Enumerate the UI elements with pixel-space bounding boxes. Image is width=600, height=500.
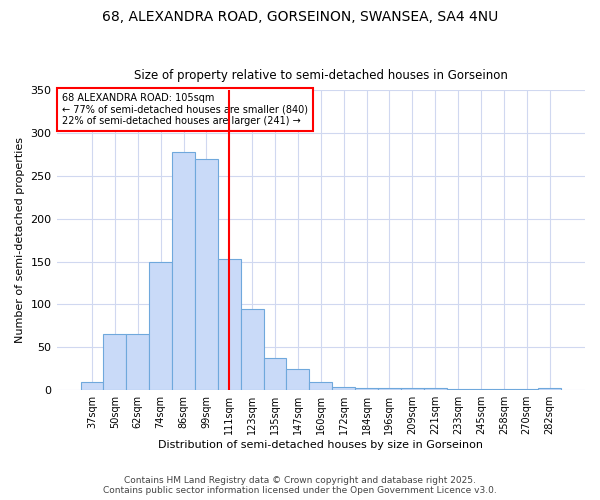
- Bar: [103, 334, 127, 390]
- Bar: [378, 388, 401, 390]
- Bar: [80, 382, 103, 390]
- Bar: [286, 369, 310, 390]
- Y-axis label: Number of semi-detached properties: Number of semi-detached properties: [15, 137, 25, 343]
- Text: Contains HM Land Registry data © Crown copyright and database right 2025.
Contai: Contains HM Land Registry data © Crown c…: [103, 476, 497, 495]
- Text: 68, ALEXANDRA ROAD, GORSEINON, SWANSEA, SA4 4NU: 68, ALEXANDRA ROAD, GORSEINON, SWANSEA, …: [102, 10, 498, 24]
- Bar: [310, 382, 332, 390]
- Bar: [263, 358, 286, 390]
- Bar: [127, 334, 149, 390]
- Bar: [538, 388, 561, 390]
- Bar: [355, 388, 378, 390]
- Bar: [195, 158, 218, 390]
- Bar: [401, 388, 424, 390]
- X-axis label: Distribution of semi-detached houses by size in Gorseinon: Distribution of semi-detached houses by …: [158, 440, 483, 450]
- Text: 68 ALEXANDRA ROAD: 105sqm
← 77% of semi-detached houses are smaller (840)
22% of: 68 ALEXANDRA ROAD: 105sqm ← 77% of semi-…: [62, 93, 308, 126]
- Bar: [149, 262, 172, 390]
- Bar: [424, 388, 446, 390]
- Bar: [241, 309, 263, 390]
- Bar: [172, 152, 195, 390]
- Title: Size of property relative to semi-detached houses in Gorseinon: Size of property relative to semi-detach…: [134, 69, 508, 82]
- Bar: [332, 387, 355, 390]
- Bar: [218, 259, 241, 390]
